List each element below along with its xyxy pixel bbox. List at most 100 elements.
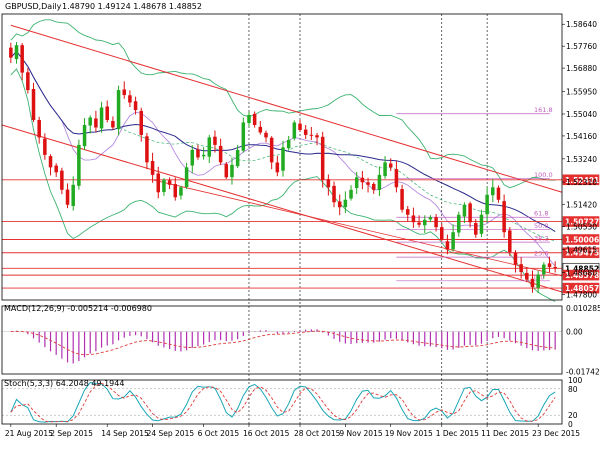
- stoch-signal-line: [10, 382, 556, 423]
- time-tick-label-4: 6 Oct 2015: [198, 429, 240, 438]
- price-level-tag-1: [562, 216, 600, 227]
- candle-body: [150, 161, 155, 175]
- candle-body: [26, 72, 30, 91]
- time-tick-label-1: 2 Sep 2015: [50, 429, 93, 438]
- fib-label-0: 161.8: [534, 106, 553, 114]
- candle-body: [525, 272, 529, 280]
- trend-channel: [1, 24, 563, 293]
- macd-panel: [2, 329, 562, 364]
- price-level-label-6: 1.48057: [565, 284, 599, 293]
- candle-body: [400, 189, 404, 210]
- candle-body: [440, 227, 444, 240]
- candle-body: [105, 106, 109, 120]
- candle-body: [468, 203, 472, 223]
- candle-body: [388, 163, 393, 168]
- price-tick-label-8: 1.51420: [566, 200, 597, 209]
- candle-body: [77, 144, 81, 186]
- candle-body: [405, 209, 410, 215]
- candle-body: [547, 263, 552, 268]
- candle-body: [553, 266, 557, 269]
- candle-body: [309, 134, 314, 136]
- candle-body: [48, 156, 53, 168]
- time-tick-label-11: 23 Dec 2015: [532, 429, 580, 438]
- candle-body: [173, 184, 178, 198]
- candle-body: [530, 278, 535, 288]
- candle-body: [71, 184, 75, 206]
- bollinger-upper: [10, 19, 556, 189]
- candle-body: [519, 264, 523, 273]
- candle-body: [139, 110, 144, 135]
- candle-body: [133, 101, 138, 110]
- candle-body: [167, 180, 172, 185]
- candle-body: [99, 107, 104, 129]
- candle-body: [20, 45, 24, 73]
- candle-body: [542, 264, 546, 275]
- candle-body: [213, 136, 217, 145]
- candle-body: [360, 177, 365, 183]
- candle-body: [184, 167, 189, 187]
- candle-body: [371, 183, 376, 190]
- stoch-tick-label-2: 20: [568, 411, 578, 420]
- candle-body: [116, 90, 121, 130]
- time-tick-label-2: 14 Sep 2015: [101, 429, 149, 438]
- candle-body: [491, 187, 495, 196]
- ohlc-label: 1.48790 1.49124 1.48678 1.48852: [62, 2, 202, 11]
- candle-body: [65, 189, 70, 205]
- candle-body: [349, 189, 353, 199]
- candle-body: [434, 217, 438, 228]
- candle-body: [479, 214, 484, 234]
- price-tick-label-4: 1.55040: [566, 110, 597, 119]
- candle-body: [54, 165, 58, 173]
- candle-body: [354, 177, 359, 189]
- price-tick-label-0: 1.58640: [566, 20, 597, 29]
- candle-body: [14, 45, 19, 60]
- candle-body: [428, 217, 433, 220]
- price-level-label-3: 1.49475: [565, 249, 599, 258]
- price-axis: 1.58640 1.57760 1.56880 1.55950 1.55040 1.541…: [562, 20, 600, 429]
- symbol-label: GBPUSD,Daily: [5, 2, 62, 11]
- fib-label-5: 23.6: [534, 250, 548, 258]
- price-level-label-1: 1.50727: [565, 218, 599, 227]
- macd-tick-label-0: 0.010285: [566, 304, 600, 313]
- candle-body: [445, 241, 450, 250]
- candle-body: [508, 230, 512, 253]
- price-level-label-4: 1.48852: [565, 264, 599, 273]
- candles: [9, 41, 557, 294]
- candle-body: [496, 187, 501, 200]
- candle-body: [411, 215, 416, 223]
- candle-body: [326, 179, 331, 188]
- stoch-tick-label-0: 100: [568, 376, 583, 385]
- candle-body: [298, 123, 302, 130]
- candle-body: [394, 169, 399, 188]
- candle-body: [247, 114, 251, 124]
- fib-label-3: 50.0: [534, 222, 548, 230]
- candle-body: [275, 162, 280, 173]
- candle-body: [343, 199, 348, 208]
- candle-body: [94, 118, 98, 128]
- channel-lower-line: [1, 124, 563, 293]
- candle-body: [145, 136, 149, 163]
- time-tick-label-0: 21 Aug 2015: [5, 429, 53, 438]
- candle-body: [281, 147, 285, 171]
- candle-body: [320, 136, 325, 180]
- price-tick-label-1: 1.57760: [566, 42, 597, 51]
- price-level-label-5: 1.48578: [565, 271, 599, 280]
- candle-body: [156, 173, 161, 193]
- time-tick-label-8: 19 Nov 2015: [385, 429, 433, 438]
- candle-body: [258, 126, 263, 133]
- price-tick-label-2: 1.56880: [566, 64, 597, 73]
- candle-body: [31, 88, 36, 120]
- candle-body: [60, 170, 64, 190]
- stoch-frame: [1, 379, 563, 425]
- candle-body: [122, 89, 126, 96]
- time-tick-label-9: 1 Dec 2015: [436, 429, 479, 438]
- price-tick-label-9: 1.50530: [566, 222, 597, 231]
- stoch-panel: [2, 381, 562, 423]
- price-tick-label-6: 1.53240: [566, 155, 597, 164]
- candle-body: [235, 149, 240, 167]
- candle-body: [377, 174, 382, 190]
- time-tick-label-5: 16 Oct 2015: [243, 429, 290, 438]
- candle-body: [179, 187, 183, 196]
- candle-body: [422, 219, 427, 226]
